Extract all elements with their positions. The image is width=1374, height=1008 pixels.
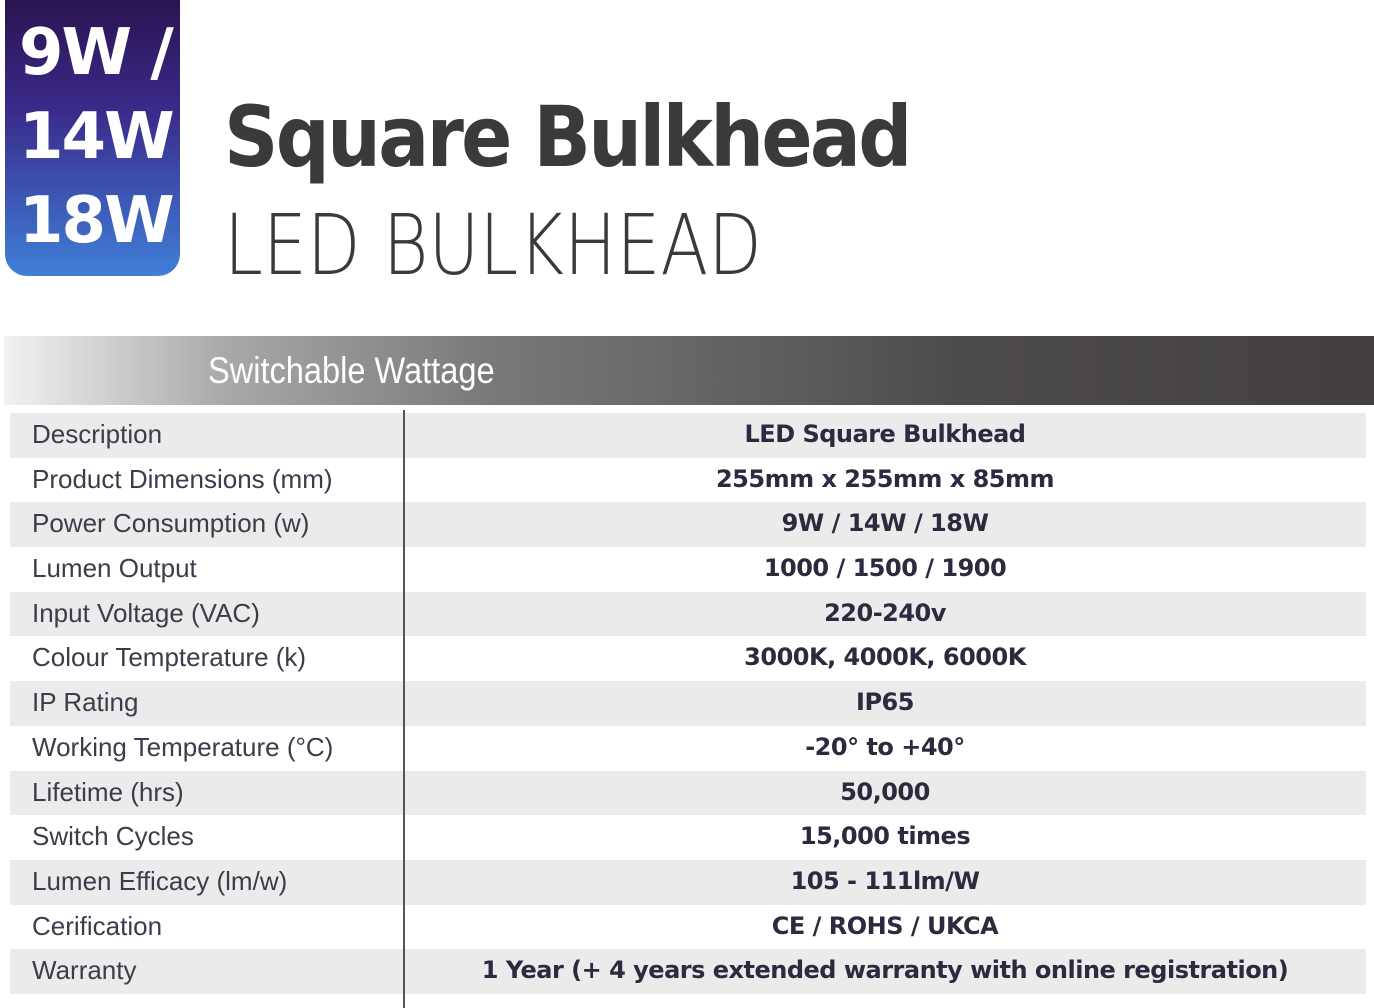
table-row: IP Rating IP65 bbox=[10, 681, 1366, 726]
spec-label: Lumen Efficacy (lm/w) bbox=[32, 865, 288, 896]
spec-label: Description bbox=[32, 419, 163, 449]
table-row: Lumen Efficacy (lm/w) 105 - 111lm/W bbox=[10, 859, 1366, 905]
title: Square Bulkhead bbox=[224, 88, 912, 186]
badge-line: 18W bbox=[19, 184, 175, 258]
spec-label: Power Consumption (w) bbox=[32, 508, 310, 539]
spec-value: 255mm x 255mm x 85mm bbox=[715, 464, 1055, 493]
table-row: Cerification CE / ROHS / UKCA bbox=[10, 905, 1366, 950]
table-row: Input Voltage (VAC) 220-240v bbox=[10, 591, 1366, 637]
spec-value: 15,000 times bbox=[799, 822, 971, 851]
table-row: Working Temperature (°C) -20° to +40° bbox=[10, 726, 1366, 771]
spec-label: Switch Cycles bbox=[32, 821, 194, 852]
spec-value: 105 - 111lm/W bbox=[790, 866, 980, 895]
spec-label: Warranty bbox=[32, 955, 137, 986]
badge-line: 9W / bbox=[19, 16, 174, 90]
column-divider bbox=[403, 410, 405, 1008]
spec-label: Working Temperature (°C) bbox=[32, 731, 334, 762]
section-title: Switchable Wattage bbox=[208, 350, 495, 391]
section-bar: Switchable Wattage bbox=[4, 336, 1374, 405]
table-row: Switch Cycles 15,000 times bbox=[10, 815, 1366, 860]
spec-label: Cerification bbox=[32, 910, 163, 941]
spec-value: 50,000 bbox=[840, 777, 930, 806]
spec-value: 9W / 14W / 18W bbox=[781, 509, 989, 538]
spec-value: 3000K, 4000K, 6000K bbox=[744, 643, 1026, 672]
spec-value: -20° to +40° bbox=[805, 732, 965, 761]
spec-label: IP Rating bbox=[32, 687, 139, 718]
subtitle: LED BULKHEAD bbox=[224, 196, 762, 294]
spec-label: Lifetime (hrs) bbox=[32, 776, 184, 807]
spec-label: Input Voltage (VAC) bbox=[32, 597, 260, 628]
spec-value: LED Square Bulkhead bbox=[744, 420, 1026, 448]
spec-value: 220-240v bbox=[824, 598, 946, 627]
wattage-badge: 9W / 14W 18W bbox=[5, 0, 180, 276]
badge-line: 14W bbox=[19, 100, 175, 174]
spec-value: 1 Year (+ 4 years extended warranty with… bbox=[481, 956, 1289, 985]
table-row: Product Dimensions (mm) 255mm x 255mm x 8… bbox=[10, 458, 1366, 503]
table-row: Description LED Square Bulkhead bbox=[10, 413, 1366, 458]
spec-value: 1000 / 1500 / 1900 bbox=[763, 554, 1007, 583]
table-row: Colour Tempterature (k) 3000K, 4000K, 600… bbox=[10, 636, 1366, 681]
spec-value: IP65 bbox=[856, 688, 914, 717]
spec-label: Product Dimensions (mm) bbox=[32, 463, 333, 494]
spec-value: CE / ROHS / UKCA bbox=[771, 911, 999, 940]
spec-label: Lumen Output bbox=[32, 553, 197, 584]
spec-label: Colour Tempterature (k) bbox=[32, 642, 307, 673]
table-row: Power Consumption (w) 9W / 14W / 18W bbox=[10, 502, 1366, 548]
spec-table: Description LED Square Bulkhead Product Di… bbox=[10, 413, 1366, 994]
table-row: Lifetime (hrs) 50,000 bbox=[10, 770, 1366, 816]
table-row: Lumen Output 1000 / 1500 / 1900 bbox=[10, 547, 1366, 592]
table-row: Warranty 1 Year (+ 4 years extended warra… bbox=[10, 949, 1366, 994]
